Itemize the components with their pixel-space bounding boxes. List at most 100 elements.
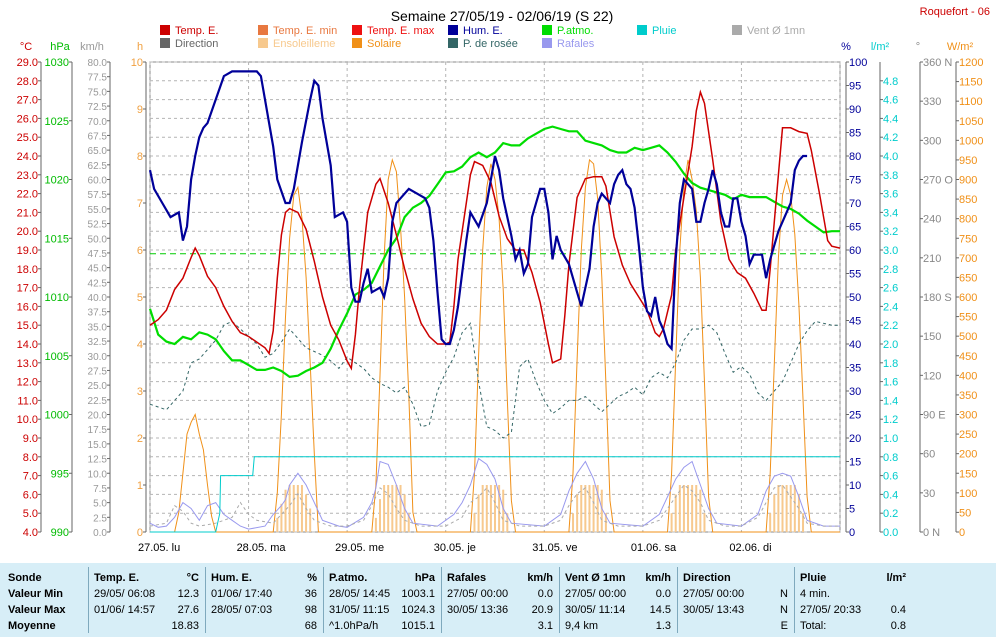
sunshine-bar: [580, 485, 583, 532]
axis-unit-humidity: %: [841, 41, 851, 53]
axis-tick-label-temp: 27.0: [17, 95, 38, 107]
legend-swatch: [160, 38, 170, 48]
axis-tick-label-temp: 7.0: [23, 471, 38, 483]
stats-rain-title: Pluie: [800, 572, 827, 584]
axis-unit-direction: °: [916, 41, 920, 53]
axis-tick-label-direction: 360 N: [923, 57, 952, 69]
axis-tick-label-humidity: 90: [849, 104, 861, 116]
axis-tick-label-rain: 3.4: [883, 207, 898, 219]
axis-tick-label-rain: 4.0: [883, 151, 898, 163]
axis-tick-label-rain: 1.2: [883, 414, 898, 426]
legend-label: Temp. E. min: [273, 25, 337, 37]
axis-tick-label-rain: 3.8: [883, 170, 898, 182]
axis-tick-label-pressure: 995: [51, 468, 69, 480]
axis-tick-label-solar: 1000: [959, 135, 983, 147]
axis-tick-label-pressure: 1005: [45, 351, 69, 363]
axis-tick-label-wind: 7.5: [93, 484, 107, 495]
axis-tick-label-wind: 60.0: [88, 176, 108, 187]
stats-dir-avg: E: [780, 620, 788, 632]
axis-tick-label-temp: 8.0: [23, 452, 38, 464]
stats-temp-max-value: 27.6: [177, 604, 199, 616]
axis-tick-label-wind: 67.5: [88, 131, 108, 142]
stats-press-title: P.atmo.: [329, 572, 368, 584]
sunshine-bar: [785, 485, 788, 532]
axis-tick-label-rain: 0.2: [883, 508, 898, 520]
axis-tick-label-temp: 18.0: [17, 264, 38, 276]
stats-rain-max-value: 0.4: [890, 604, 906, 616]
stats-wind-distance: 9,4 km: [565, 620, 599, 632]
sunshine-bar: [592, 485, 595, 532]
stats-row-avg: Moyenne: [8, 620, 56, 632]
grid: [149, 61, 841, 533]
sunshine-bar: [391, 485, 394, 532]
sunshine-bar: [703, 513, 706, 532]
stats-gust-min-time: 27/05/ 00:00: [447, 588, 509, 600]
legend-label: Temp. E. max: [367, 25, 435, 37]
axis-tick-label-wind: 12.5: [88, 455, 108, 466]
stats-divider: [88, 567, 89, 633]
axis-tick-label-sun: 9: [137, 104, 143, 116]
axis-tick-label-wind: 10.0: [88, 469, 108, 480]
axis-tick-label-rain: 2.6: [883, 283, 898, 295]
sunshine-bar: [699, 489, 702, 532]
stats-divider: [677, 567, 678, 633]
stats-gust-min-value: 0.0: [537, 588, 553, 600]
stats-press-avg: 1015.1: [401, 620, 435, 632]
x-tick-label: 29.05. me: [335, 542, 384, 554]
axis-tick-label-temp: 14.0: [17, 339, 38, 351]
axis-tick-label-direction: 90 E: [923, 410, 946, 422]
x-tick-label: 01.06. sa: [631, 542, 677, 554]
axis-tick-label-temp: 23.0: [17, 170, 38, 182]
statistics-panel: Sonde Valeur Min Valeur Max Moyenne Temp…: [0, 563, 996, 637]
stats-rain-total-label: Total:: [800, 620, 827, 632]
axis-tick-label-direction: 0 N: [923, 527, 940, 539]
axis-tick-label-solar: 250: [959, 429, 977, 441]
axis-tick-label-pressure: 1015: [45, 233, 69, 245]
axis-tick-label-solar: 150: [959, 468, 977, 480]
sunshine-bar: [670, 513, 673, 532]
axis-tick-label-wind: 75.0: [88, 87, 108, 98]
stats-dir-min-value: N: [780, 588, 788, 600]
axis-tick-label-temp: 29.0: [17, 57, 38, 69]
axis-tick-label-rain: 4.4: [883, 113, 898, 125]
axis-tick-label-wind: 20.0: [88, 411, 108, 422]
stats-rain: Pluie l/m² 4 min. 27/05/ 20:33 0.4 Total…: [794, 563, 912, 637]
series-hum-e-: [148, 70, 808, 352]
sunshine-bar: [777, 485, 780, 532]
axis-tick-label-temp: 15.0: [17, 320, 38, 332]
stats-wind-min-time: 27/05/ 00:00: [565, 588, 627, 600]
sunshine-bar: [481, 485, 484, 532]
x-tick-label: 30.05. je: [434, 542, 476, 554]
x-axis: 27.05. lu 28.05. ma 29.05. me 30.05. je 31.0…: [138, 542, 772, 554]
axis-tick-label-humidity: 10: [849, 480, 861, 492]
axis-tick-label-direction: 60: [923, 449, 935, 461]
axis-tick-label-rain: 3.2: [883, 226, 898, 238]
axis-tick-label-solar: 450: [959, 351, 977, 363]
sunshine-bar: [600, 489, 603, 532]
axis-unit-solar: W/m²: [947, 41, 974, 53]
legend-label: Ensoleilleme: [273, 38, 335, 50]
sunshine-bar: [300, 485, 303, 532]
axis-tick-label-wind: 57.5: [88, 190, 108, 201]
stats-divider: [441, 567, 442, 633]
sunshine-bar: [572, 513, 575, 532]
sunshine-bar: [383, 485, 386, 532]
sunshine-bar: [596, 485, 599, 532]
axis-tick-label-sun: 4: [137, 339, 143, 351]
stats-sonde: Sonde Valeur Min Valeur Max Moyenne: [0, 563, 88, 637]
axis-tick-label-temp: 12.0: [17, 377, 38, 389]
sunshine-bar: [284, 489, 287, 532]
axis-tick-label-temp: 19.0: [17, 245, 38, 257]
axis-tick-label-humidity: 5: [849, 504, 855, 516]
stats-temp: Temp. E. °C 29/05/ 06:08 12.3 01/06/ 14:…: [88, 563, 205, 637]
axes: 4.05.06.07.08.09.010.011.012.013.014.015…: [17, 41, 984, 539]
sunshine-bar: [576, 494, 579, 532]
axis-tick-label-wind: 80.0: [88, 58, 108, 69]
axis-tick-label-temp: 20.0: [17, 226, 38, 238]
sunshine-bar: [604, 513, 607, 532]
stats-divider: [559, 567, 560, 633]
axis-tick-label-rain: 2.0: [883, 339, 898, 351]
legend-label: Rafales: [557, 38, 595, 50]
series-p-atmo-: [148, 125, 840, 379]
axis-tick-label-solar: 900: [959, 175, 977, 187]
